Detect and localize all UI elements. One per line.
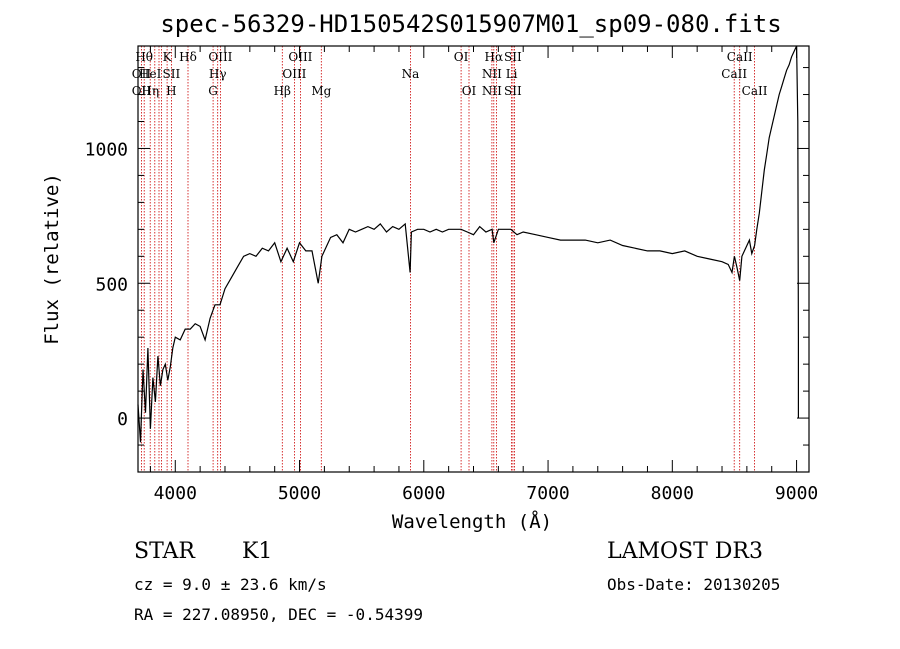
emission-line-markers <box>140 46 755 472</box>
x-tick-label: 6000 <box>402 483 445 504</box>
emission-line-label: OI <box>454 50 469 64</box>
emission-line-label: Hθ <box>135 50 153 64</box>
emission-line-label: Hδ <box>179 50 197 64</box>
info-block: STAR K1 LAMOST DR3 cz = 9.0 ± 23.6 km/s … <box>134 539 780 624</box>
emission-line-label: Mg <box>311 84 331 98</box>
emission-line-label: SII <box>163 67 181 81</box>
emission-line-label: HeI <box>139 67 162 81</box>
redshift-cz: cz = 9.0 ± 23.6 km/s <box>134 575 327 594</box>
emission-line-label: K <box>163 50 173 64</box>
axis-ticks: 4000 5000 6000 7000 8000 9000 0 500 1000 <box>85 46 818 504</box>
y-axis-label: Flux (relative) <box>41 173 63 345</box>
sky-coordinates: RA = 227.08950, DEC = -0.54399 <box>134 605 423 624</box>
emission-line-label: Na <box>402 67 420 81</box>
emission-line-label: CaII <box>727 50 753 64</box>
x-tick-label: 9000 <box>775 483 818 504</box>
survey-name: LAMOST DR3 <box>607 539 763 564</box>
emission-line-label: SII <box>504 50 522 64</box>
y-tick-label: 1000 <box>85 139 128 160</box>
emission-line-label: Hη <box>141 84 159 98</box>
emission-line-label: Li <box>506 67 518 81</box>
x-tick-label: 4000 <box>154 483 197 504</box>
emission-line-label: OII <box>132 84 152 98</box>
emission-line-label: CaII <box>721 67 747 81</box>
emission-line-label: Hα <box>485 50 504 64</box>
emission-line-label: NII <box>482 84 502 98</box>
emission-line-label: OIII <box>288 50 312 64</box>
y-tick-label: 0 <box>117 409 128 430</box>
x-tick-label: 5000 <box>278 483 321 504</box>
emission-line-label: H <box>166 84 176 98</box>
emission-line-label: OIII <box>208 50 232 64</box>
observation-date: Obs-Date: 20130205 <box>607 575 780 594</box>
emission-line-label: OII <box>132 67 152 81</box>
emission-line-label: SII <box>504 84 522 98</box>
y-tick-label: 500 <box>95 274 128 295</box>
emission-line-label: OIII <box>282 67 306 81</box>
chart-title: spec-56329-HD150542S015907M01_sp09-080.f… <box>160 10 781 38</box>
spectrum-line <box>137 45 799 443</box>
object-type: STAR <box>134 539 196 564</box>
emission-line-label: NII <box>482 67 502 81</box>
emission-line-label: Hγ <box>209 67 227 81</box>
x-tick-label: 7000 <box>526 483 569 504</box>
emission-line-label: CaII <box>742 84 768 98</box>
object-subclass: K1 <box>242 539 272 564</box>
emission-line-label: Hβ <box>274 84 291 98</box>
x-tick-label: 8000 <box>651 483 694 504</box>
emission-line-label: OI <box>462 84 477 98</box>
x-axis-label: Wavelength (Å) <box>392 510 552 533</box>
emission-line-label: G <box>208 84 218 98</box>
